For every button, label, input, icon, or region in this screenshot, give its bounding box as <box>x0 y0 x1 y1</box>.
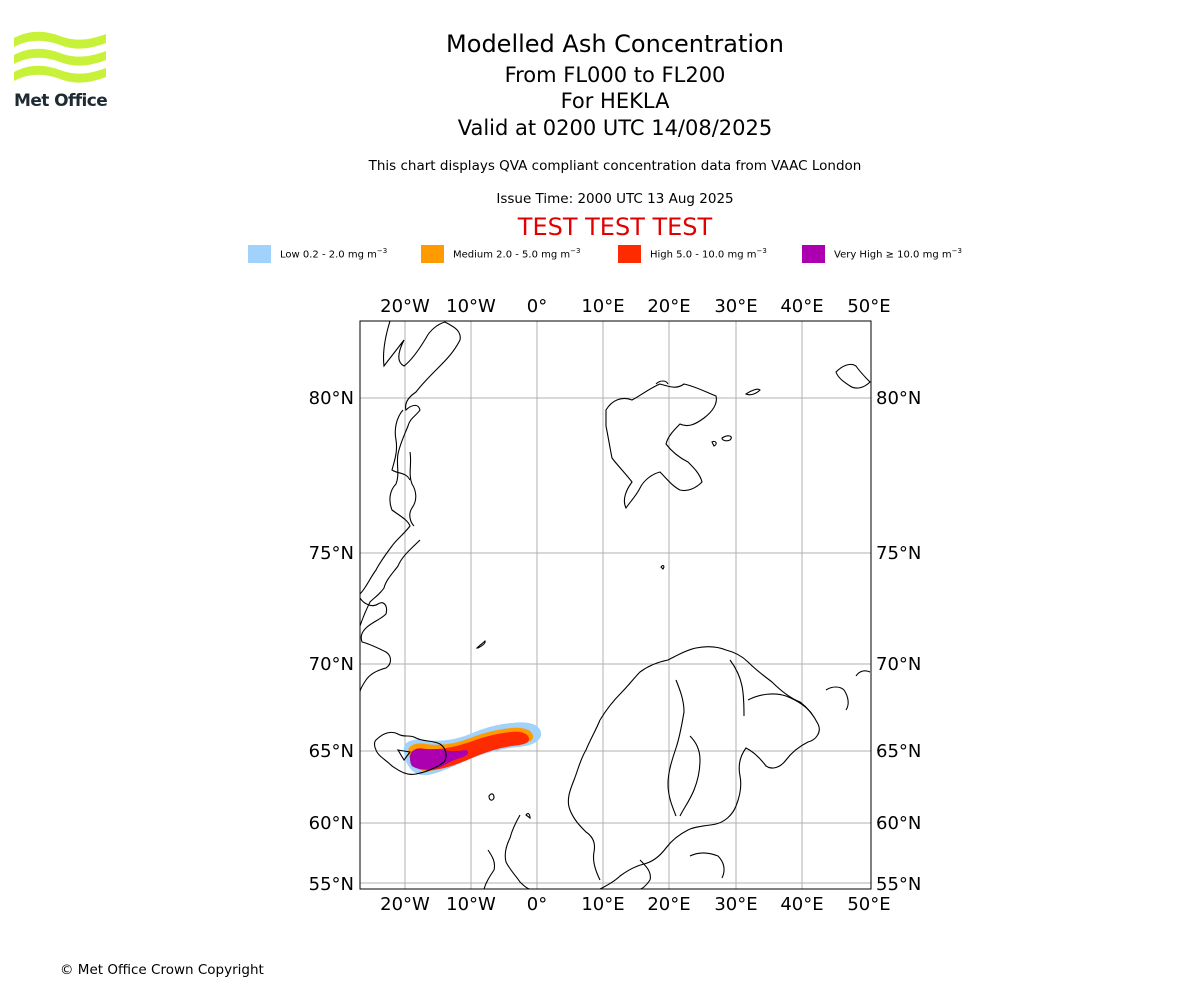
test-banner: TEST TEST TEST <box>517 213 713 241</box>
lat-tick-label: 60°N <box>309 813 354 834</box>
lon-tick-label: 40°E <box>780 894 823 915</box>
lon-tick-label: 10°W <box>446 894 496 915</box>
lat-tick-label: 65°N <box>876 741 921 762</box>
legend-label: Very High ≥ 10.0 mg m−3 <box>834 247 962 261</box>
lat-tick-label: 60°N <box>876 813 921 834</box>
lon-tick-label: 10°E <box>581 296 624 317</box>
coastlines <box>360 321 871 889</box>
volcano-name: For HEKLA <box>560 89 670 113</box>
lon-tick-label: 50°E <box>847 296 890 317</box>
flight-level-range: From FL000 to FL200 <box>504 63 726 87</box>
chart-subtitle: This chart displays QVA compliant concen… <box>368 158 862 174</box>
lon-tick-label: 0° <box>527 894 547 915</box>
lon-tick-label: 20°E <box>647 296 690 317</box>
legend-swatch <box>248 245 271 263</box>
ash-very-high-layer <box>410 748 468 770</box>
legend-swatch <box>421 245 444 263</box>
chart-title: Modelled Ash Concentration <box>446 30 784 58</box>
lon-tick-label: 40°E <box>780 296 823 317</box>
lat-tick-label: 55°N <box>309 874 354 895</box>
lat-tick-label: 70°N <box>309 654 354 675</box>
legend-item-high: High 5.0 - 10.0 mg m−3 <box>618 244 767 264</box>
lon-labels-top: 20°W 10°W 0° 10°E 20°E 30°E 40°E 50°E <box>380 296 890 317</box>
lat-tick-label: 80°N <box>309 388 354 409</box>
lon-tick-label: 20°W <box>380 894 430 915</box>
lon-tick-label: 10°W <box>446 296 496 317</box>
lat-labels-right: 80°N 75°N 70°N 65°N 60°N 55°N <box>876 388 921 895</box>
lat-tick-label: 75°N <box>309 543 354 564</box>
lat-tick-label: 75°N <box>876 543 921 564</box>
ash-plume <box>403 722 542 776</box>
lon-tick-label: 30°E <box>714 894 757 915</box>
lat-labels-left: 80°N 75°N 70°N 65°N 60°N 55°N <box>309 388 354 895</box>
lon-labels-bottom: 20°W 10°W 0° 10°E 20°E 30°E 40°E 50°E <box>380 894 890 915</box>
legend-swatch <box>618 245 641 263</box>
legend-label: Medium 2.0 - 5.0 mg m−3 <box>453 247 581 261</box>
valid-time: Valid at 0200 UTC 14/08/2025 <box>457 116 773 140</box>
map-gridlines <box>360 321 871 889</box>
legend-item-medium: Medium 2.0 - 5.0 mg m−3 <box>421 244 580 264</box>
map-frame <box>359 320 872 890</box>
lon-tick-label: 20°W <box>380 296 430 317</box>
legend-swatch <box>802 245 825 263</box>
lon-tick-label: 20°E <box>647 894 690 915</box>
met-office-logo-text: Met Office <box>14 91 108 111</box>
lon-tick-label: 30°E <box>714 296 757 317</box>
lon-tick-label: 50°E <box>847 894 890 915</box>
lat-tick-label: 55°N <box>876 874 921 895</box>
legend-item-low: Low 0.2 - 2.0 mg m−3 <box>248 244 387 264</box>
met-office-logo <box>14 31 106 83</box>
copyright-notice: © Met Office Crown Copyright <box>60 962 264 978</box>
lon-tick-label: 10°E <box>581 894 624 915</box>
lat-tick-label: 70°N <box>876 654 921 675</box>
legend-item-very-high: Very High ≥ 10.0 mg m−3 <box>802 244 962 264</box>
lon-tick-label: 0° <box>527 296 547 317</box>
legend-label: High 5.0 - 10.0 mg m−3 <box>650 247 767 261</box>
issue-time: Issue Time: 2000 UTC 13 Aug 2025 <box>496 191 734 207</box>
lat-tick-label: 80°N <box>876 388 921 409</box>
legend-label: Low 0.2 - 2.0 mg m−3 <box>280 247 388 261</box>
lat-tick-label: 65°N <box>309 741 354 762</box>
